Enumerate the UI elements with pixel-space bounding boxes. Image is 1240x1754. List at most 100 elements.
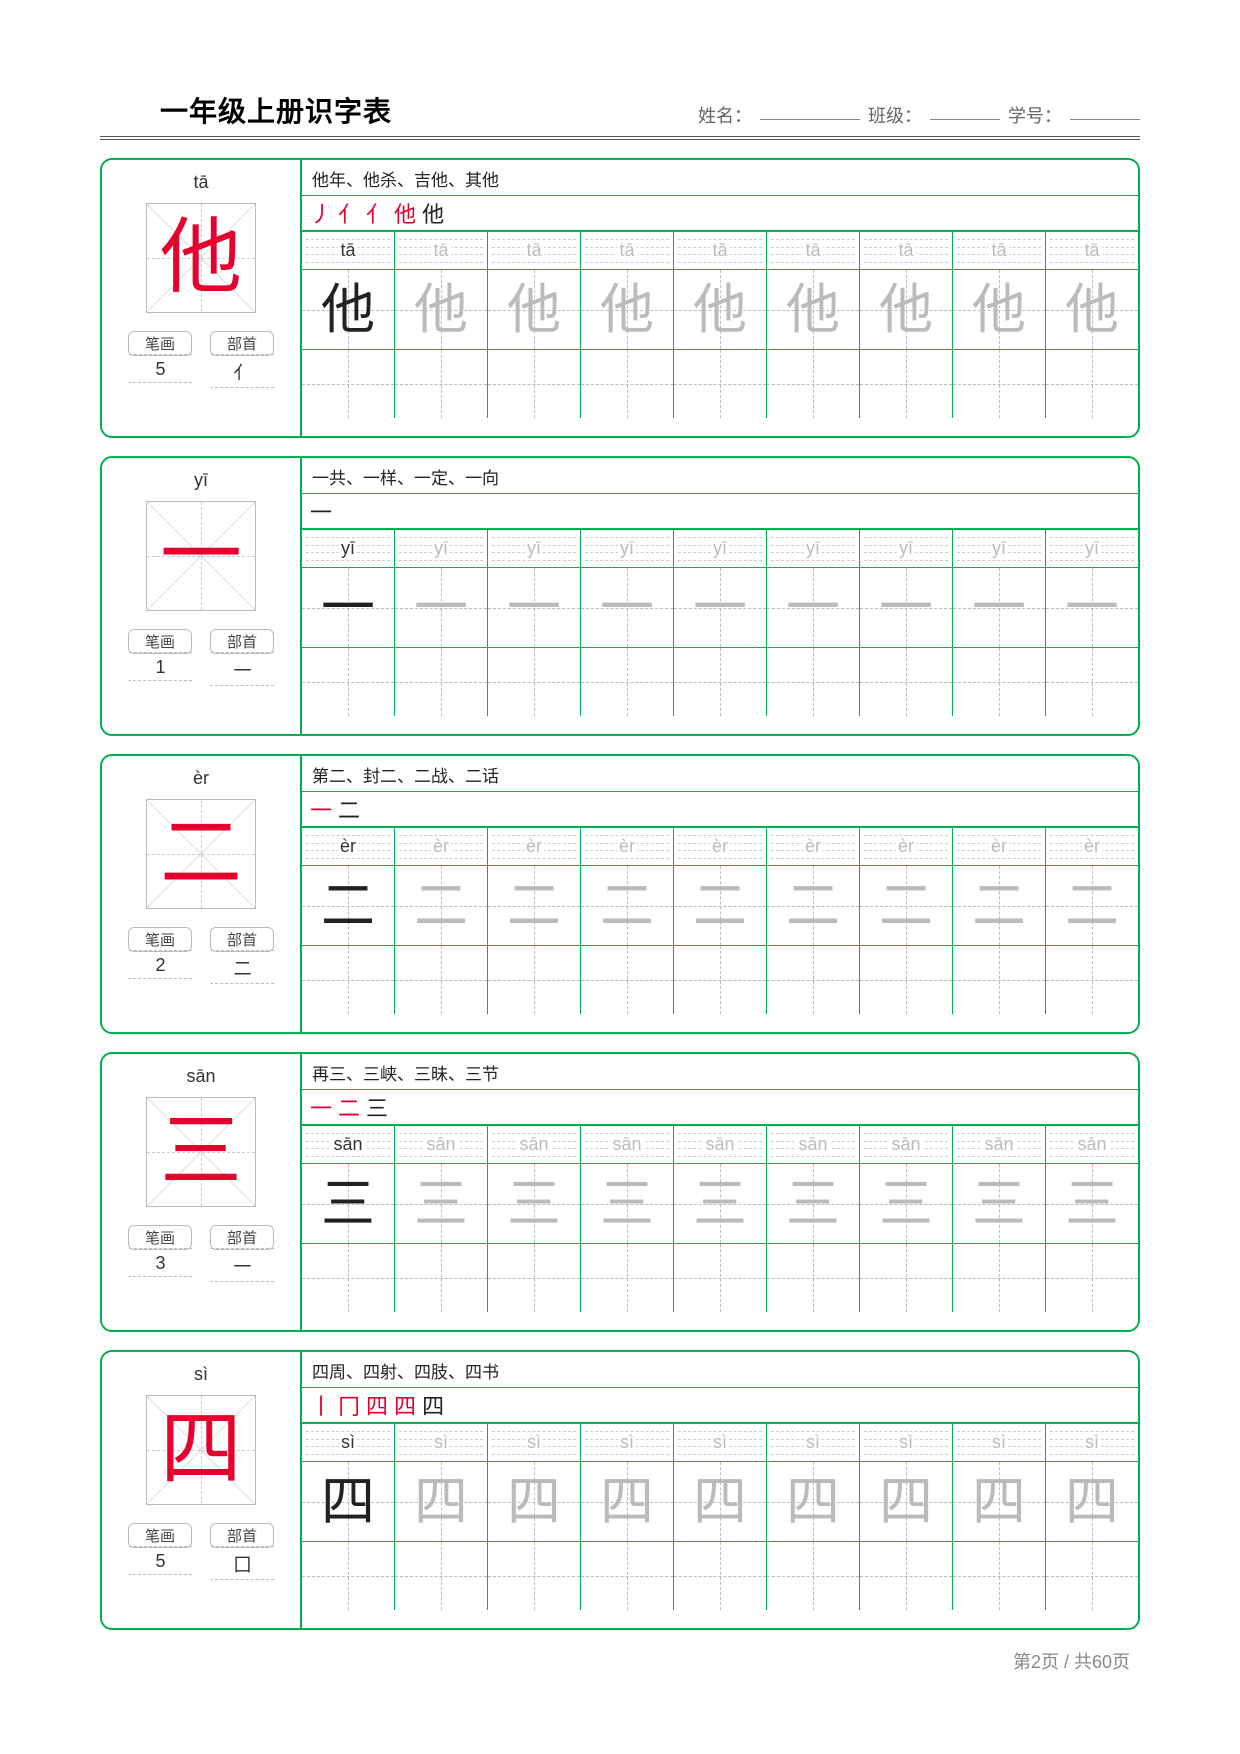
character-cell: 三 xyxy=(488,1164,581,1243)
main-character-box: 一 xyxy=(146,501,256,611)
meta-box-strokes: 笔画3 xyxy=(128,1225,192,1282)
stroke-step: 亻 xyxy=(338,197,360,229)
meta-label-radical: 部首 xyxy=(210,1225,274,1250)
practice-cell[interactable] xyxy=(860,350,953,418)
trace-character: 四 xyxy=(786,1475,840,1529)
character-cell: 一 xyxy=(581,568,674,647)
practice-cell[interactable] xyxy=(1046,350,1138,418)
name-blank[interactable] xyxy=(760,102,860,120)
pinyin-cell: yī xyxy=(674,530,767,567)
character-cell: 二 xyxy=(1046,866,1138,945)
pinyin-text: èr xyxy=(803,836,823,857)
trace-character: 三 xyxy=(693,1177,747,1231)
stroke-sequence-row: 一 xyxy=(302,494,1138,530)
practice-cell[interactable] xyxy=(488,946,581,1014)
pinyin-cell: yī xyxy=(860,530,953,567)
practice-cell[interactable] xyxy=(395,648,488,716)
practice-cell[interactable] xyxy=(302,350,395,418)
pinyin-cell: yī xyxy=(767,530,860,567)
practice-cell[interactable] xyxy=(1046,946,1138,1014)
id-blank[interactable] xyxy=(1070,102,1140,120)
practice-cell[interactable] xyxy=(767,648,860,716)
trace-character: 他 xyxy=(972,283,1026,337)
practice-cell[interactable] xyxy=(488,648,581,716)
practice-cell[interactable] xyxy=(953,648,1046,716)
pinyin-cell: yī xyxy=(953,530,1046,567)
pinyin-cell: sān xyxy=(488,1126,581,1163)
practice-cell[interactable] xyxy=(395,350,488,418)
trace-character: 四 xyxy=(1065,1475,1119,1529)
practice-cell[interactable] xyxy=(581,946,674,1014)
practice-cell[interactable] xyxy=(1046,648,1138,716)
practice-cell[interactable] xyxy=(767,946,860,1014)
trace-character: 四 xyxy=(507,1475,561,1529)
practice-cell[interactable] xyxy=(488,350,581,418)
practice-cell[interactable] xyxy=(581,350,674,418)
practice-cell[interactable] xyxy=(581,1244,674,1312)
pinyin-cell: yī xyxy=(1046,530,1138,567)
practice-cell[interactable] xyxy=(953,1244,1046,1312)
practice-cell[interactable] xyxy=(302,946,395,1014)
practice-cell[interactable] xyxy=(302,1244,395,1312)
meta-row: 笔画5部首囗 xyxy=(128,1523,274,1580)
practice-cell[interactable] xyxy=(860,1542,953,1610)
practice-cell[interactable] xyxy=(674,648,767,716)
practice-cell[interactable] xyxy=(488,1244,581,1312)
practice-cell[interactable] xyxy=(674,350,767,418)
practice-cell[interactable] xyxy=(767,1542,860,1610)
meta-label-radical: 部首 xyxy=(210,629,274,654)
pinyin-cell: sì xyxy=(581,1424,674,1461)
trace-character: 四 xyxy=(693,1475,747,1529)
practice-cell[interactable] xyxy=(953,946,1046,1014)
character-cell: 一 xyxy=(953,568,1046,647)
practice-cell[interactable] xyxy=(674,1542,767,1610)
practice-cell[interactable] xyxy=(767,1244,860,1312)
practice-cell[interactable] xyxy=(953,350,1046,418)
trace-character: 二 xyxy=(786,879,840,933)
practice-cell[interactable] xyxy=(302,648,395,716)
pinyin-text: èr xyxy=(524,836,544,857)
pinyin-cell: sì xyxy=(953,1424,1046,1461)
practice-cell[interactable] xyxy=(395,946,488,1014)
pinyin-cell: sì xyxy=(395,1424,488,1461)
character-cell: 三 xyxy=(767,1164,860,1243)
practice-cell[interactable] xyxy=(581,1542,674,1610)
class-blank[interactable] xyxy=(930,102,1000,120)
trace-character: 二 xyxy=(972,879,1026,933)
pinyin-text: sān xyxy=(610,1134,643,1155)
character-cell: 二 xyxy=(860,866,953,945)
main-character: 四 xyxy=(160,1409,242,1491)
character-cell: 三 xyxy=(674,1164,767,1243)
practice-cell[interactable] xyxy=(1046,1542,1138,1610)
practice-cell[interactable] xyxy=(674,946,767,1014)
stroke-sequence-row: 一二 xyxy=(302,792,1138,828)
practice-cell[interactable] xyxy=(395,1244,488,1312)
practice-cell[interactable] xyxy=(1046,1244,1138,1312)
card-right-grid: 他年、他杀、吉他、其他丿亻亻他他tātātātātātātātātā他他他他他他… xyxy=(302,160,1138,436)
pinyin-text: tā xyxy=(803,240,822,261)
trace-character: 四 xyxy=(972,1475,1026,1529)
practice-cell[interactable] xyxy=(302,1542,395,1610)
meta-box-radical: 部首亻 xyxy=(210,331,274,388)
practice-cell[interactable] xyxy=(767,350,860,418)
practice-cell[interactable] xyxy=(581,648,674,716)
practice-cell[interactable] xyxy=(860,946,953,1014)
card-right-grid: 第二、封二、二战、二话一二èrèrèrèrèrèrèrèrèr二二二二二二二二二 xyxy=(302,756,1138,1032)
character-cell: 一 xyxy=(860,568,953,647)
pinyin-cell: sān xyxy=(674,1126,767,1163)
pinyin-text: sì xyxy=(990,1432,1008,1453)
practice-cell[interactable] xyxy=(860,648,953,716)
practice-cell[interactable] xyxy=(860,1244,953,1312)
practice-cell[interactable] xyxy=(395,1542,488,1610)
pinyin-text: sān xyxy=(1075,1134,1108,1155)
character-row: 二二二二二二二二二 xyxy=(302,866,1138,946)
pinyin-cell: sì xyxy=(767,1424,860,1461)
practice-cell[interactable] xyxy=(488,1542,581,1610)
trace-character: 一 xyxy=(879,581,933,635)
practice-cell[interactable] xyxy=(674,1244,767,1312)
character-cell: 三 xyxy=(302,1164,395,1243)
main-character: 他 xyxy=(160,217,242,299)
pinyin-cell: èr xyxy=(488,828,581,865)
practice-cell[interactable] xyxy=(953,1542,1046,1610)
pinyin-text: èr xyxy=(338,836,358,857)
